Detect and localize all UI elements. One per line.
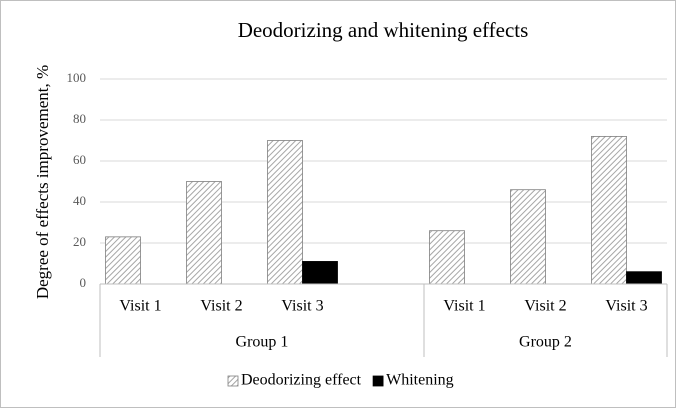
x-tick-label: Visit 3 (605, 298, 647, 315)
y-tick-label: 0 (80, 275, 87, 290)
x-tick-label: Visit 3 (281, 298, 323, 315)
bar (186, 181, 222, 285)
x-tick-label: Visit 1 (119, 298, 161, 315)
y-tick-label: 100 (67, 70, 87, 85)
bar (302, 261, 338, 285)
x-tick-label: Visit 2 (200, 298, 242, 315)
x-tick-label: Visit 1 (443, 298, 485, 315)
bar (105, 236, 141, 285)
x-tick-label: Visit 2 (524, 298, 566, 315)
y-tick-label: 40 (73, 193, 86, 208)
bar (510, 189, 546, 285)
legend-label: Deodorizing effect (241, 372, 362, 389)
y-tick-label: 20 (73, 234, 86, 249)
group-label: Group 2 (519, 334, 572, 351)
bar (591, 135, 627, 285)
legend-label: Whitening (386, 372, 454, 389)
legend-swatch (372, 375, 384, 387)
legend-swatch (227, 375, 239, 387)
bar (267, 140, 303, 285)
y-axis-label: Degree of effects improvement, % (33, 65, 52, 299)
y-tick-label: 80 (73, 111, 86, 126)
group-label: Group 1 (236, 334, 289, 351)
bar (429, 230, 465, 285)
chart-title: Deodorizing and whitening effects (238, 18, 529, 42)
bar (626, 271, 662, 285)
y-tick-label: 60 (73, 152, 86, 167)
